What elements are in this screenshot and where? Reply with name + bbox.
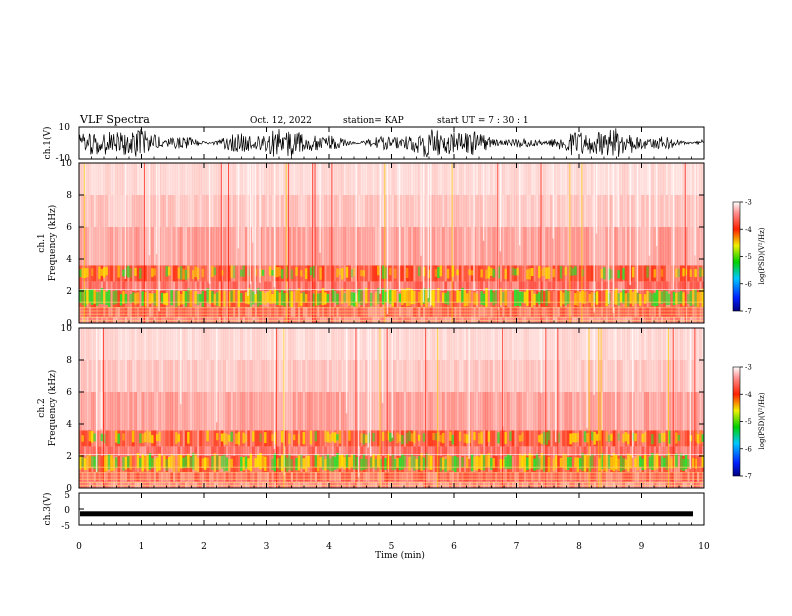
ch1-colorbar-tick-label: -4: [745, 226, 752, 234]
ch3-ytick-mid: 0: [64, 506, 70, 516]
ch1-colorbar-ticks: -3 -4 -5 -6 -7: [740, 199, 752, 316]
ch1-spec-ytick-label: 10: [61, 159, 73, 169]
ch1-colorbar-label: log(PSD)(V²/Hz): [758, 227, 766, 284]
xtick-label: 3: [264, 542, 270, 552]
ch2-colorbar-tick-label: -6: [745, 445, 752, 453]
ch1-waveform-line: [79, 128, 704, 157]
figure-title: VLF Spectra: [79, 113, 150, 126]
ch2-colorbar-tick-label: -7: [745, 473, 752, 481]
xtick-label: 0: [76, 542, 82, 552]
ch3-waveform-band: [80, 511, 693, 516]
ch2-colorbar-label: log(PSD)(V²/Hz): [758, 392, 766, 449]
ch2-spec-ytick-label: 2: [66, 452, 72, 462]
ch1-colorbar-tick-label: -7: [745, 308, 752, 316]
ch1-spectrogram-image: [79, 163, 704, 323]
start-time-label: start UT = 7 : 30 : 1: [437, 116, 529, 126]
date-label: Oct. 12, 2022: [250, 116, 312, 126]
ch1-waveform-trace: [79, 128, 704, 157]
xtick-label: 4: [326, 542, 332, 552]
xtick-label: 10: [698, 542, 710, 552]
ch1-spec-ytick-label: 6: [66, 223, 72, 233]
time-axis-label: Time (min): [375, 550, 425, 561]
ch1-colorbar-tick-label: -3: [745, 199, 752, 207]
ch2-spec-ytick-label: 6: [66, 388, 72, 398]
ch2-colorbar-tick-label: -5: [745, 418, 752, 426]
ch2-spec-ytick-label: 4: [66, 420, 72, 430]
ch2-spectrogram-image: [79, 328, 704, 488]
xtick-label: 7: [514, 542, 520, 552]
station-label: station= KAP: [343, 116, 404, 126]
ch3-ytick-top: 5: [64, 491, 70, 501]
ch2-spec-ytick-label: 10: [61, 324, 73, 334]
ch2-spec-ytick-label: 8: [66, 356, 72, 366]
ch2-colorbar-tick-label: -4: [745, 391, 752, 399]
ch1-colorbar-tick-label: -6: [745, 280, 752, 288]
ch1-colorbar: -3 -4 -5 -6 -7 log(PSD)(V²/Hz): [733, 199, 766, 316]
ch1-spec-ytick-label: 2: [66, 287, 72, 297]
ch3-ytick-bottom: -5: [61, 522, 70, 532]
ch2-spec-ylabel-channel: ch.2: [37, 398, 47, 417]
ch2-spec-ylabel-freq: Frequency (kHz): [47, 370, 58, 447]
ch2-colorbar-ticks: -3 -4 -5 -6 -7: [740, 364, 752, 481]
ch1-spec-ytick-label: 8: [66, 191, 72, 201]
ch2-colorbar: -3 -4 -5 -6 -7 log(PSD)(V²/Hz): [733, 364, 766, 481]
xtick-label: 9: [639, 542, 645, 552]
xtick-label: 1: [139, 542, 145, 552]
ch1-colorbar-tick-label: -5: [745, 253, 752, 261]
xtick-label: 6: [451, 542, 457, 552]
ch2-colorbar-tick-label: -3: [745, 364, 752, 372]
ch1-spec-ytick-label: 4: [66, 255, 72, 265]
ch1-ylabel: ch.1(V): [42, 127, 53, 160]
ch3-waveform-line: [79, 509, 693, 516]
ch1-colorbar-gradient: [733, 202, 740, 311]
ch1-ytick-top: 10: [59, 123, 71, 133]
xtick-label: 2: [201, 542, 207, 552]
xtick-label: 8: [576, 542, 582, 552]
ch3-ylabel: ch.3(V): [42, 493, 53, 526]
ch1-spec-ylabel-channel: ch.1: [37, 233, 47, 252]
ch2-colorbar-gradient: [733, 367, 740, 476]
ch1-spec-ylabel-freq: Frequency (kHz): [47, 205, 58, 282]
